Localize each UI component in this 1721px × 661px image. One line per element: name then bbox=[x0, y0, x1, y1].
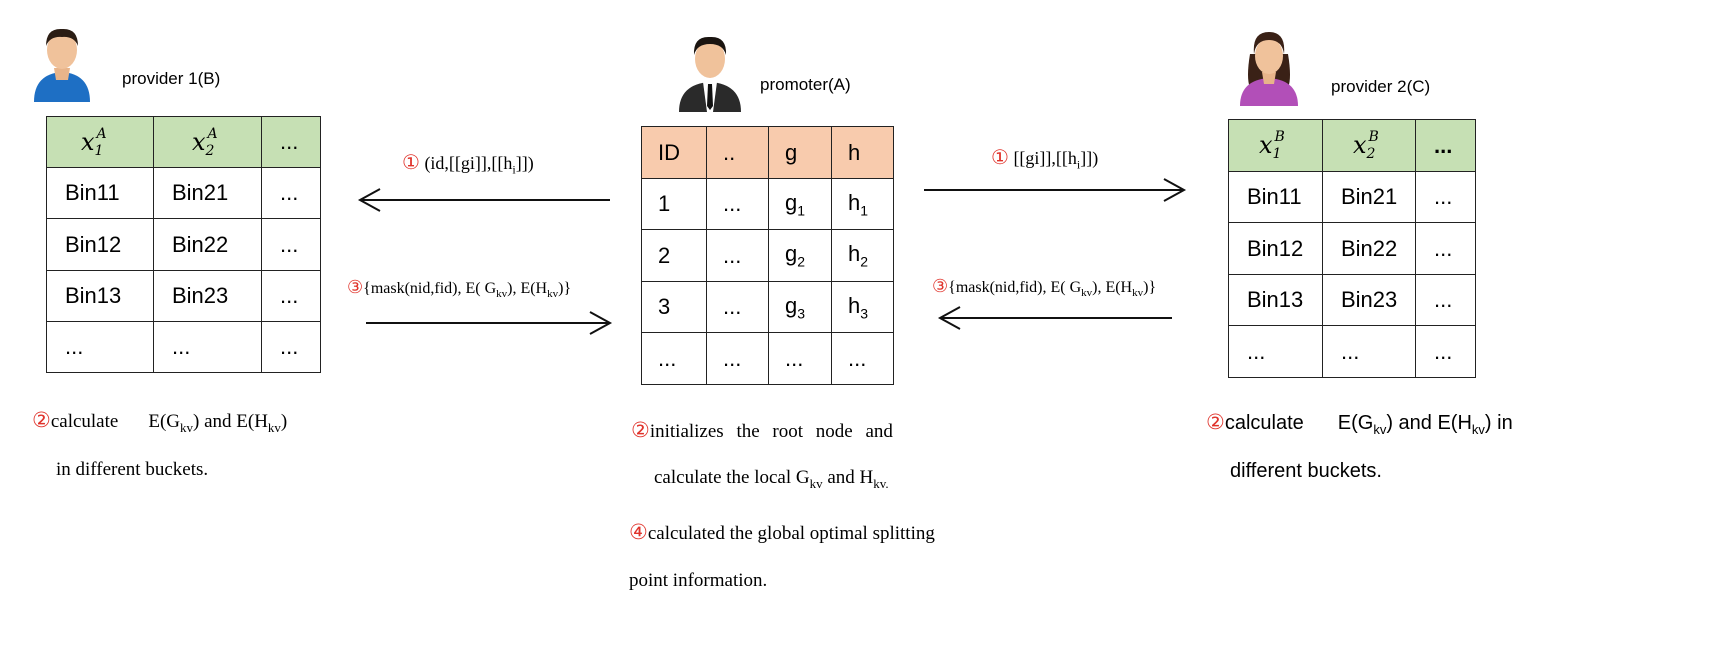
table-row: Bin12 Bin22 ... bbox=[46, 218, 321, 271]
table-cell: ... bbox=[1228, 325, 1323, 378]
table-row: Bin11 Bin21 ... bbox=[46, 167, 321, 219]
promoter-note-1-line2: calculate the local Gkv and Hkv. bbox=[654, 467, 889, 491]
provider-1-avatar-icon bbox=[34, 28, 90, 102]
arrow-from-provider-1 bbox=[366, 311, 613, 335]
provider-1-col-more: ... bbox=[261, 116, 321, 168]
promoter-col-h: h bbox=[831, 126, 894, 179]
provider-1-label: provider 1(B) bbox=[122, 69, 221, 88]
promoter-note-2-line1: ④calculated the global optimal splitting bbox=[629, 520, 935, 544]
table-cell: ... bbox=[706, 229, 769, 282]
provider-1-col-x1: x1A bbox=[46, 116, 154, 168]
message-from-provider-1: ③{mask(nid,fid), E( Gkv), E(Hkv)} bbox=[347, 277, 572, 301]
table-row: ... ... ... ... bbox=[641, 332, 894, 385]
table-cell: Bin13 bbox=[1228, 274, 1323, 326]
table-cell: Bin22 bbox=[1322, 222, 1416, 275]
table-cell: ... bbox=[261, 270, 321, 322]
promoter-table: ID .. g h 1 ... g1 h1 2 ... g2 h2 3 ... … bbox=[641, 126, 894, 385]
provider-2-table: x1B x2B ... Bin11 Bin21 ... Bin12 Bin22 … bbox=[1228, 119, 1476, 378]
arrow-to-provider-1 bbox=[357, 188, 610, 212]
table-cell: h1 bbox=[831, 178, 894, 230]
table-cell: ... bbox=[706, 178, 769, 230]
promoter-avatar-icon bbox=[679, 36, 741, 112]
table-cell: g1 bbox=[768, 178, 832, 230]
promoter-note-2-line2: point information. bbox=[629, 570, 768, 591]
provider-2-label: provider 2(C) bbox=[1331, 77, 1431, 96]
provider-2-col-x1: x1B bbox=[1228, 119, 1323, 172]
table-cell: ... bbox=[261, 321, 321, 373]
table-cell: ... bbox=[153, 321, 262, 373]
provider-1-note-line2: in different buckets. bbox=[56, 459, 209, 480]
arrow-to-provider-2 bbox=[924, 178, 1187, 202]
provider-2-avatar-icon bbox=[1240, 32, 1298, 106]
table-cell: Bin11 bbox=[1228, 171, 1323, 223]
provider-2-note-line1: ②calculate E(Gkv) and E(Hkv) in bbox=[1206, 410, 1513, 437]
table-row: 3 ... g3 h3 bbox=[641, 281, 894, 333]
provider-2-note-line2: different buckets. bbox=[1230, 460, 1382, 482]
promoter-label: promoter(A) bbox=[760, 75, 851, 94]
table-cell: Bin22 bbox=[153, 218, 262, 271]
promoter-col-g: g bbox=[768, 126, 832, 179]
promoter-col-id: ID bbox=[641, 126, 707, 179]
table-cell: ... bbox=[261, 218, 321, 271]
promoter-header-row: ID .. g h bbox=[641, 126, 894, 179]
table-row: Bin12 Bin22 ... bbox=[1228, 222, 1476, 275]
table-cell: Bin11 bbox=[46, 167, 154, 219]
message-to-provider-2: ① [[gi]],[[hi]]) bbox=[991, 145, 1099, 172]
provider-2-col-more: ... bbox=[1415, 119, 1476, 172]
message-to-provider-1: ① (id,[[gi]],[[hi]]) bbox=[402, 150, 534, 177]
table-cell: ... bbox=[706, 332, 769, 385]
table-row: ... ... ... bbox=[46, 321, 321, 373]
table-cell: Bin13 bbox=[46, 270, 154, 322]
promoter-col-dots: .. bbox=[706, 126, 769, 179]
table-cell: ... bbox=[831, 332, 894, 385]
message-from-provider-2: ③{mask(nid,fid), E( Gkv), E(Hkv)} bbox=[932, 276, 1157, 300]
table-cell: ... bbox=[261, 167, 321, 219]
table-cell: Bin12 bbox=[46, 218, 154, 271]
table-row: Bin11 Bin21 ... bbox=[1228, 171, 1476, 223]
table-cell: ... bbox=[1415, 325, 1476, 378]
table-cell: Bin21 bbox=[153, 167, 262, 219]
table-row: ... ... ... bbox=[1228, 325, 1476, 378]
table-cell: Bin12 bbox=[1228, 222, 1323, 275]
provider-1-table: x1A x2A ... Bin11 Bin21 ... Bin12 Bin22 … bbox=[46, 116, 321, 373]
table-cell: g2 bbox=[768, 229, 832, 282]
table-cell: ... bbox=[1415, 222, 1476, 275]
table-cell: ... bbox=[46, 321, 154, 373]
table-cell: h3 bbox=[831, 281, 894, 333]
arrow-from-provider-2 bbox=[937, 306, 1172, 330]
table-cell: ... bbox=[1322, 325, 1416, 378]
table-cell: ... bbox=[641, 332, 707, 385]
table-cell: g3 bbox=[768, 281, 832, 333]
provider-2-header-row: x1B x2B ... bbox=[1228, 119, 1476, 172]
provider-1-note-line1: ②calculate E(Gkv) and E(Hkv) bbox=[32, 408, 288, 435]
table-cell: Bin23 bbox=[1322, 274, 1416, 326]
table-cell: Bin21 bbox=[1322, 171, 1416, 223]
promoter-note-1-line1: ②initializes the root node and bbox=[631, 418, 893, 442]
table-row: 1 ... g1 h1 bbox=[641, 178, 894, 230]
table-cell: 1 bbox=[641, 178, 707, 230]
